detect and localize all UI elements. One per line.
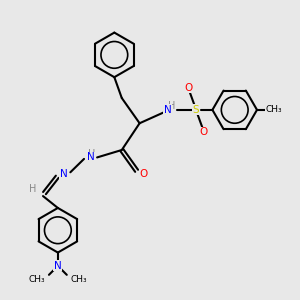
Text: CH₃: CH₃ — [70, 275, 87, 284]
Text: N: N — [60, 169, 68, 179]
Text: N: N — [164, 105, 172, 115]
Text: H: H — [29, 184, 36, 194]
Text: N: N — [87, 152, 94, 162]
Text: O: O — [200, 127, 208, 137]
Text: H: H — [168, 101, 176, 111]
Text: H: H — [88, 149, 96, 159]
Text: O: O — [139, 169, 147, 179]
Text: CH₃: CH₃ — [266, 105, 282, 114]
Text: N: N — [54, 261, 62, 271]
Text: S: S — [193, 105, 200, 115]
Text: O: O — [184, 82, 193, 93]
Text: CH₃: CH₃ — [29, 275, 45, 284]
